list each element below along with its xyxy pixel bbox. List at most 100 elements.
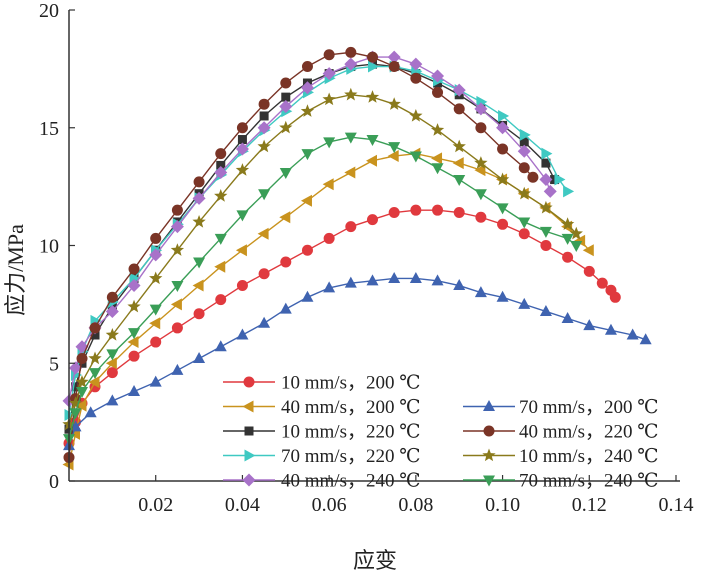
data-point bbox=[570, 241, 583, 252]
data-point bbox=[367, 214, 378, 226]
data-point bbox=[76, 387, 89, 399]
legend-entry: 40 mm/s，220 ℃ bbox=[463, 422, 659, 443]
data-point bbox=[475, 122, 487, 134]
data-point bbox=[517, 186, 531, 200]
data-point bbox=[474, 286, 487, 298]
legend-entry: 70 mm/s，220 ℃ bbox=[223, 446, 421, 467]
data-point bbox=[388, 271, 401, 283]
data-point bbox=[344, 276, 357, 288]
legend-marker bbox=[242, 473, 256, 487]
legend-label: 70 mm/s，200 ℃ bbox=[519, 397, 659, 418]
data-point bbox=[388, 142, 401, 154]
legend-label: 10 mm/s，200 ℃ bbox=[281, 373, 421, 394]
legend-marker bbox=[483, 475, 495, 487]
data-point bbox=[498, 109, 510, 122]
data-point bbox=[496, 290, 509, 302]
legend-entry: 10 mm/s，220 ℃ bbox=[223, 422, 421, 443]
legend-entry: 70 mm/s，200 ℃ bbox=[463, 397, 659, 418]
data-point bbox=[128, 385, 141, 397]
series-7 bbox=[63, 46, 539, 463]
data-point bbox=[68, 396, 83, 409]
data-point bbox=[453, 175, 466, 187]
data-point bbox=[84, 406, 97, 418]
data-point bbox=[257, 139, 271, 153]
data-point bbox=[527, 171, 539, 183]
data-point bbox=[90, 330, 100, 340]
data-point bbox=[519, 137, 529, 147]
data-point bbox=[344, 132, 357, 144]
data-point bbox=[322, 92, 336, 106]
data-point bbox=[518, 162, 530, 174]
data-point bbox=[323, 232, 335, 244]
data-point bbox=[128, 328, 141, 340]
data-point bbox=[75, 399, 87, 412]
data-point bbox=[554, 173, 566, 186]
data-point bbox=[432, 86, 444, 98]
data-point bbox=[171, 322, 183, 334]
data-point bbox=[71, 382, 81, 392]
legend-label: 10 mm/s，240 ℃ bbox=[519, 446, 659, 467]
data-point bbox=[170, 220, 184, 234]
data-point bbox=[236, 328, 249, 340]
data-point bbox=[366, 135, 379, 147]
data-point bbox=[344, 57, 358, 71]
data-point bbox=[539, 173, 553, 187]
data-point bbox=[518, 297, 531, 309]
legend-label: 40 mm/s，240 ℃ bbox=[281, 471, 421, 492]
data-point bbox=[300, 194, 312, 207]
data-point bbox=[127, 279, 141, 293]
data-point bbox=[609, 291, 621, 303]
data-point bbox=[236, 280, 248, 292]
data-point bbox=[497, 143, 509, 155]
y-tick-label: 15 bbox=[39, 118, 59, 140]
data-point bbox=[89, 322, 101, 334]
data-point bbox=[75, 375, 89, 388]
x-tick-label: 0.14 bbox=[659, 494, 694, 516]
data-point bbox=[258, 189, 271, 201]
legend-entry: 10 mm/s，240 ℃ bbox=[463, 446, 659, 467]
data-point bbox=[431, 163, 444, 175]
data-point bbox=[215, 294, 227, 306]
data-point bbox=[257, 121, 271, 135]
legend-marker bbox=[244, 426, 254, 436]
data-point bbox=[89, 368, 102, 380]
data-point bbox=[409, 151, 422, 163]
data-point bbox=[431, 274, 444, 286]
data-point bbox=[409, 271, 422, 283]
data-point bbox=[106, 349, 119, 361]
data-point bbox=[452, 139, 466, 153]
series-6 bbox=[63, 271, 652, 451]
series-4 bbox=[64, 60, 575, 422]
data-point bbox=[345, 46, 357, 58]
data-point bbox=[214, 165, 228, 179]
legend-label: 40 mm/s，220 ℃ bbox=[519, 422, 659, 443]
data-point bbox=[214, 340, 227, 352]
data-point bbox=[322, 178, 334, 191]
data-point bbox=[280, 77, 292, 89]
data-point bbox=[495, 172, 510, 186]
legend-marker bbox=[483, 400, 495, 411]
data-point bbox=[453, 279, 466, 291]
legend-label: 70 mm/s，240 ℃ bbox=[519, 471, 659, 492]
data-point bbox=[453, 103, 465, 115]
data-point bbox=[279, 120, 293, 134]
data-point bbox=[596, 277, 608, 289]
data-point bbox=[149, 248, 163, 262]
data-point bbox=[539, 226, 552, 238]
data-point bbox=[323, 49, 335, 61]
series-layer bbox=[62, 46, 652, 471]
data-point bbox=[431, 152, 443, 165]
data-point bbox=[539, 200, 553, 214]
data-point bbox=[64, 409, 76, 422]
data-point bbox=[322, 67, 336, 81]
data-point bbox=[301, 61, 313, 73]
y-axis-title: 应力/MPa bbox=[3, 224, 28, 316]
data-point bbox=[170, 298, 182, 311]
series-8 bbox=[62, 87, 583, 431]
data-point bbox=[432, 204, 444, 216]
data-point bbox=[105, 357, 117, 370]
data-point bbox=[301, 244, 313, 256]
data-point bbox=[562, 251, 574, 263]
data-point bbox=[106, 367, 118, 379]
legend-entry: 10 mm/s，200 ℃ bbox=[223, 373, 421, 394]
